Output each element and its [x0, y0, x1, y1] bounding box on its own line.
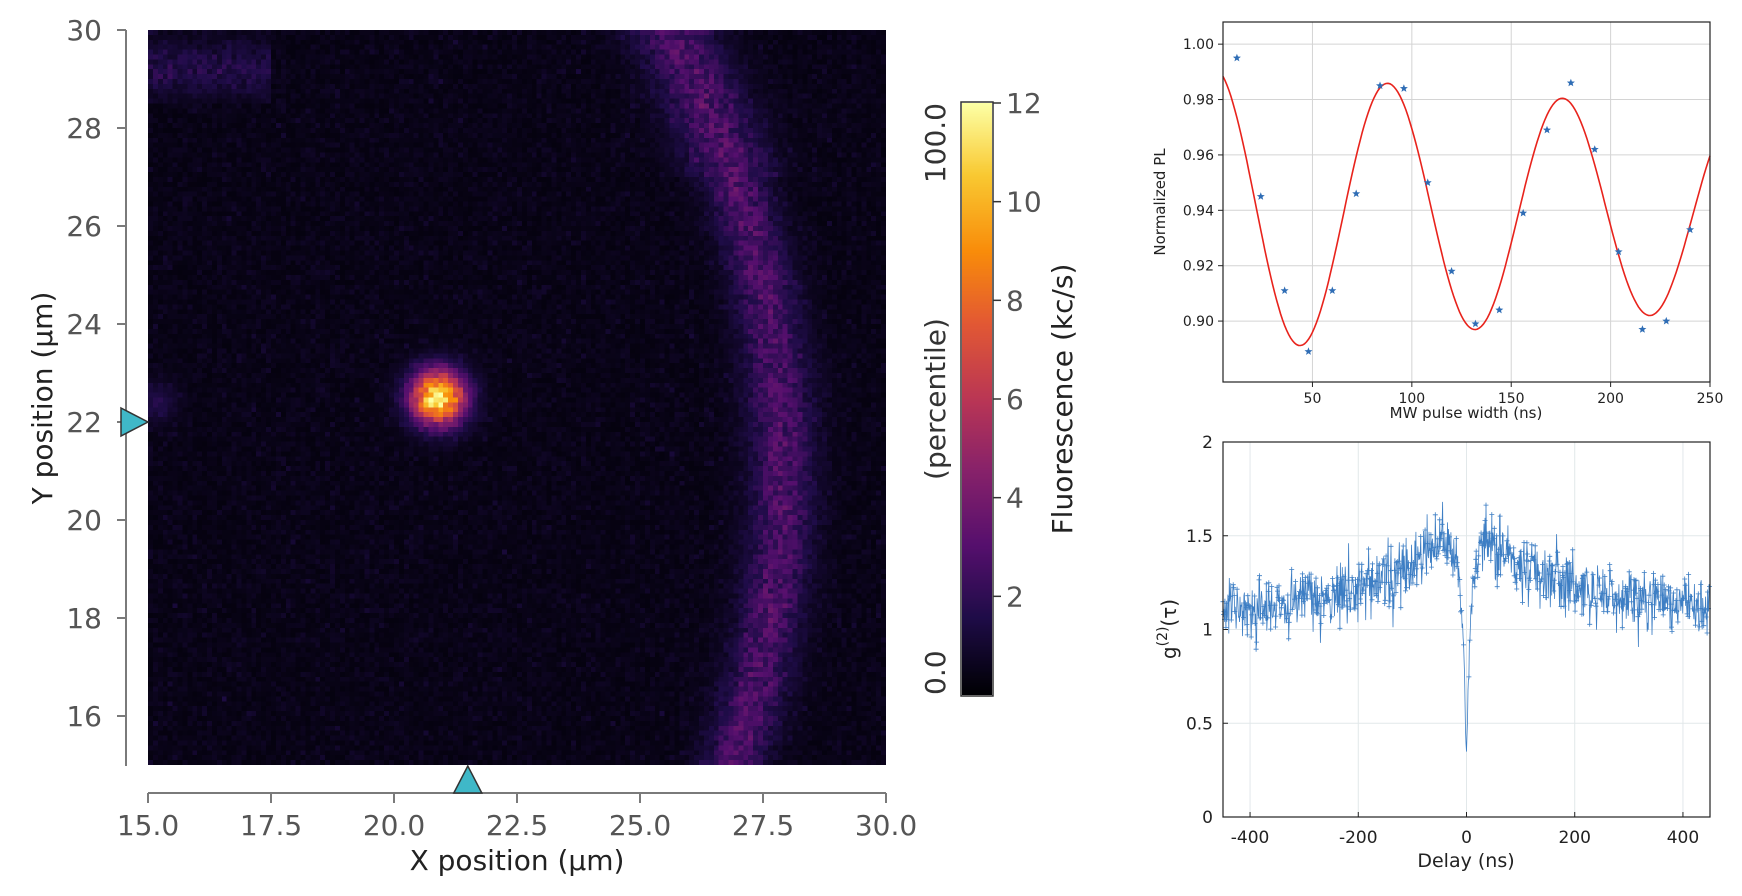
colorbar-tick-label: 12: [1006, 87, 1042, 120]
colorbar-tick-label: 10: [1006, 186, 1042, 219]
g2-x-tick-label: 400: [1667, 828, 1699, 848]
rabi-y-tick-label: 0.96: [1183, 148, 1214, 164]
y-tick-label: 18: [66, 602, 102, 635]
rabi-data-point: [1232, 53, 1241, 62]
x-tick-label: 20.0: [363, 809, 425, 842]
rabi-data-point: [1447, 267, 1456, 275]
g2-y-tick-label: 0: [1202, 808, 1213, 828]
rabi-data-point: [1352, 189, 1361, 198]
y-tick-label: 24: [66, 308, 102, 341]
colorbar-tick-label: 2: [1006, 580, 1024, 613]
rabi-y-tick-label: 0.98: [1183, 93, 1214, 109]
g2-ticks: -400 -200 0 200 400 0 0.5 1 1.5 2: [1186, 433, 1699, 848]
colorbar-ticks: 2 4 6 8 10 12: [993, 87, 1042, 613]
g2-y-label-main: g: [1157, 646, 1181, 659]
g2-x-tick-label: 200: [1558, 828, 1590, 848]
rabi-data-point: [1304, 347, 1313, 355]
y-tick-label: 28: [66, 112, 102, 145]
rabi-ticks: 50 100 150 200 250 0.90 0.92 0.94 0.96 0.98 1.00: [1183, 37, 1724, 407]
rabi-x-tick-label: 150: [1498, 391, 1525, 407]
g2-grid: [1223, 441, 1710, 818]
g2-x-label: Delay (ns): [1417, 850, 1514, 872]
colorbar-label: Fluorescence (kc/s): [1046, 264, 1079, 535]
y-cursor-marker[interactable]: [120, 406, 150, 438]
rabi-y-tick-label: 0.92: [1183, 259, 1214, 275]
percentile-top-label: 100.0: [919, 103, 952, 183]
g2-x-tick-label: 0: [1461, 828, 1472, 848]
rabi-data-point: [1519, 208, 1528, 217]
g2-line: [1222, 501, 1711, 752]
x-tick-label: 15.0: [117, 809, 179, 842]
x-tick-label: 22.5: [486, 809, 548, 842]
x-tick-label: 30.0: [855, 809, 917, 842]
rabi-data-point: [1495, 305, 1504, 314]
rabi-data-point: [1638, 325, 1647, 333]
rabi-data-point: [1376, 81, 1384, 90]
colorbar-tick-label: 4: [1006, 482, 1024, 515]
percentile-label: (percentile): [919, 318, 952, 480]
rabi-plot-frame: [1222, 21, 1711, 383]
percentile-bottom-label: 0.0: [919, 650, 952, 695]
x-cursor-marker[interactable]: [452, 764, 484, 794]
rabi-data-point: [1328, 286, 1337, 294]
x-tick-label: 17.5: [240, 809, 302, 842]
g2-y-label: g(2)(τ): [1155, 599, 1181, 659]
g2-y-label-sup: (2): [1155, 627, 1171, 647]
rabi-data-point: [1590, 145, 1599, 153]
g2-chart: -400 -200 0 200 400 0 0.5 1 1.5 2 Delay (ns) g(2)…: [1155, 433, 1712, 872]
x-tick-label: 27.5: [732, 809, 794, 842]
rabi-x-tick-label: 200: [1597, 391, 1624, 407]
rabi-data-point: [1399, 84, 1408, 92]
rabi-data-point: [1256, 192, 1265, 200]
y-tick-label: 30: [66, 14, 102, 47]
rabi-data-points: [1232, 53, 1695, 355]
rabi-data-point: [1614, 247, 1623, 256]
g2-y-tick-label: 1: [1202, 621, 1213, 641]
rabi-y-tick-label: 0.90: [1183, 314, 1214, 330]
rabi-x-tick-label: 250: [1697, 391, 1724, 407]
y-tick-label: 16: [66, 700, 102, 733]
g2-y-label-tail: (τ): [1157, 599, 1181, 627]
fluorescence-scan-image[interactable]: [148, 30, 886, 765]
rabi-data-point: [1686, 225, 1695, 234]
x-axis-label: X position (µm): [410, 844, 625, 877]
g2-x-tick-label: -200: [1339, 828, 1378, 848]
rabi-y-tick-label: 0.94: [1183, 203, 1214, 219]
rabi-data-point: [1543, 125, 1551, 134]
colorbar-tick-label: 8: [1006, 284, 1024, 317]
y-tick-label: 20: [66, 504, 102, 537]
y-tick-group: 16 18 20 22 24 26 28 30: [66, 14, 126, 733]
rabi-fit-curve: [1222, 75, 1711, 347]
rabi-grid: [1223, 22, 1711, 382]
g2-x-tick-label: -400: [1231, 828, 1270, 848]
x-tick-label: 25.0: [609, 809, 671, 842]
rabi-y-label: Normalized PL: [1151, 148, 1169, 256]
y-axis-label: Y position (µm): [26, 292, 59, 506]
rabi-x-tick-label: 100: [1398, 391, 1425, 407]
y-tick-label: 22: [66, 406, 102, 439]
colorbar-tick-label: 6: [1006, 383, 1024, 416]
rabi-y-tick-label: 1.00: [1183, 37, 1214, 53]
colorbar-gradient[interactable]: [962, 103, 992, 695]
rabi-x-label: MW pulse width (ns): [1390, 404, 1543, 422]
x-tick-group: 15.0 17.5 20.0 22.5 25.0 27.5 30.0: [117, 793, 917, 842]
g2-y-tick-label: 0.5: [1186, 714, 1213, 734]
rabi-data-point: [1280, 286, 1289, 294]
g2-y-tick-label: 1.5: [1186, 527, 1213, 547]
rabi-chart: 50 100 150 200 250 0.90 0.92 0.94 0.96 0.98 1.00 M…: [1151, 21, 1724, 422]
y-tick-label: 26: [66, 210, 102, 243]
rabi-x-tick-label: 50: [1304, 391, 1322, 407]
rabi-data-point: [1423, 178, 1432, 186]
rabi-data-point: [1662, 316, 1671, 325]
rabi-data-point: [1566, 78, 1575, 87]
g2-y-tick-label: 2: [1202, 433, 1213, 453]
